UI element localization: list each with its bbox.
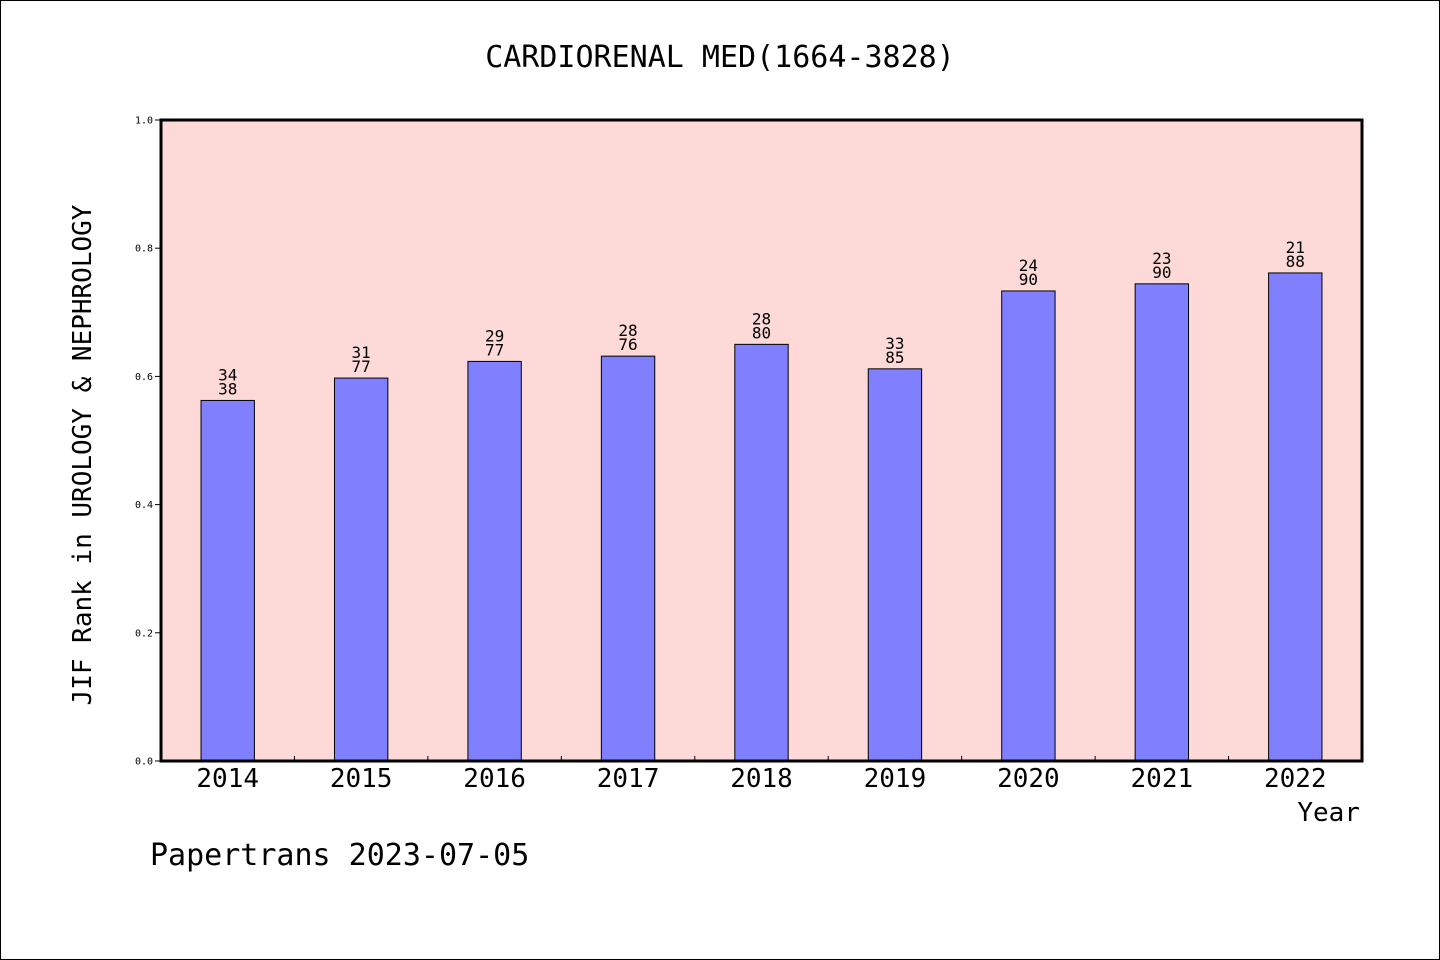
bar-label-bottom: 77 [485, 340, 504, 359]
x-axis: 2014 2015 2016 2017 2018 2019 2020 2021 2022 [196, 756, 1327, 794]
bar-label-bottom: 85 [885, 348, 904, 367]
x-tick-label: 2017 [597, 764, 660, 794]
bar-label-top: 24 [1019, 256, 1038, 275]
x-tick-label: 2022 [1264, 764, 1327, 794]
bar-2018 [734, 343, 789, 762]
bar-2020 [1001, 290, 1056, 762]
bar-label-bottom: 90 [1152, 263, 1171, 282]
bar-label-top: 31 [352, 343, 371, 362]
x-axis-label: Year [1297, 798, 1360, 828]
x-tick-label: 2021 [1131, 764, 1194, 794]
y-tick-label: 0.8 [135, 244, 153, 255]
bar-label-bottom: 88 [1286, 252, 1305, 271]
y-axis-label: JIF Rank in UROLOGY & NEPHROLOGY [68, 204, 98, 705]
bar-2017 [600, 355, 656, 762]
bar-2014 [200, 399, 255, 762]
x-tick-label: 2016 [463, 764, 526, 794]
bar-label-top: 28 [752, 309, 771, 328]
plot-border [159, 118, 1364, 763]
bar-2021 [1134, 283, 1190, 762]
bar-label-top: 21 [1286, 238, 1305, 257]
x-tick-label: 2020 [997, 764, 1060, 794]
bar-label-top: 28 [618, 321, 637, 340]
x-tick-label: 2015 [330, 764, 393, 794]
y-tick-label: 0.0 [135, 757, 153, 768]
bar-2019 [867, 368, 923, 762]
bar-2022 [1268, 272, 1323, 762]
chart-title: CARDIORENAL MED(1664-3828) [485, 40, 955, 75]
bar-label-top: 29 [485, 326, 504, 345]
bar-label-bottom: 90 [1019, 270, 1038, 289]
bar-label-bottom: 38 [218, 379, 237, 398]
x-tick-label: 2018 [730, 764, 793, 794]
y-axis: 0.0 0.2 0.4 0.6 0.8 1.0 [135, 116, 161, 768]
bar-2015 [333, 377, 389, 762]
y-tick-label: 0.4 [135, 500, 153, 511]
bar-label-top: 33 [885, 334, 904, 353]
bar-label-top: 34 [218, 365, 237, 384]
y-tick-label: 0.6 [135, 372, 153, 383]
footer-watermark: Papertrans 2023-07-05 [150, 838, 529, 873]
bar-label-bottom: 77 [352, 357, 371, 376]
y-tick-label: 1.0 [135, 116, 153, 127]
bar-label-bottom: 76 [618, 335, 637, 354]
x-tick-label: 2019 [864, 764, 927, 794]
bar-label-bottom: 80 [752, 323, 771, 342]
bar-2016 [467, 360, 522, 762]
y-tick-label: 0.2 [135, 628, 153, 639]
x-tick-label: 2014 [196, 764, 259, 794]
bar-label-top: 23 [1152, 249, 1171, 268]
